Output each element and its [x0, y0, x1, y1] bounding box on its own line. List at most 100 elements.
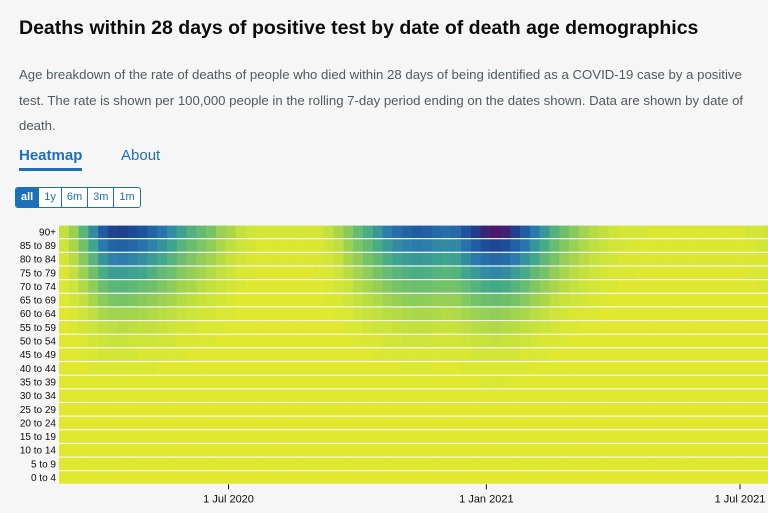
heatmap-cell: [647, 416, 658, 430]
heatmap-cell: [480, 389, 492, 402]
range-6m-button[interactable]: 6m: [61, 188, 89, 207]
heatmap-cell: [255, 307, 266, 320]
heatmap-cell: [392, 280, 403, 293]
tab-heatmap[interactable]: Heatmap: [19, 147, 83, 171]
heatmap-cell: [598, 225, 609, 239]
range-1m-button[interactable]: 1m: [114, 188, 140, 207]
range-1y-button[interactable]: 1y: [39, 188, 62, 207]
heatmap-cell: [510, 389, 521, 402]
heatmap-cell: [441, 362, 452, 375]
heatmap-cell: [147, 457, 158, 471]
heatmap-cell: [343, 444, 354, 457]
heatmap-cell: [333, 416, 345, 430]
heatmap-cell: [147, 252, 158, 266]
heatmap-cell: [372, 362, 384, 375]
heatmap-cell: [500, 375, 511, 389]
heatmap-cell: [108, 416, 119, 430]
heatmap-cell: [657, 416, 668, 430]
heatmap-cell: [255, 334, 266, 348]
heatmap-cell: [392, 416, 403, 430]
range-3m-button[interactable]: 3m: [88, 188, 115, 207]
heatmap-cell: [314, 403, 325, 416]
heatmap-cell: [578, 389, 590, 402]
heatmap-cell: [255, 389, 266, 402]
heatmap-cell: [755, 416, 766, 430]
heatmap-cell: [559, 457, 570, 471]
heatmap-cell: [696, 239, 707, 252]
heatmap-cell: [196, 471, 207, 484]
heatmap-cell: [147, 334, 158, 348]
heatmap-cell: [323, 471, 335, 484]
heatmap-cell: [421, 280, 433, 293]
heatmap-cell: [480, 266, 492, 279]
heatmap-cell: [343, 403, 354, 416]
heatmap-cell: [108, 403, 119, 416]
heatmap-cell: [235, 307, 246, 320]
heatmap-cell: [127, 266, 139, 279]
heatmap-cell: [716, 444, 727, 457]
heatmap-cell: [294, 321, 305, 334]
heatmap-cell: [206, 457, 217, 471]
heatmap-cell: [206, 416, 217, 430]
heatmap-cell: [245, 403, 256, 416]
heatmap-cell: [539, 334, 551, 348]
heatmap-cell: [539, 321, 551, 334]
heatmap-cell: [618, 252, 629, 266]
heatmap-cell: [108, 239, 119, 252]
heatmap-cell: [255, 252, 266, 266]
heatmap-row: [59, 430, 768, 443]
heatmap-cell: [137, 225, 148, 239]
heatmap-cell: [706, 430, 717, 443]
heatmap-cell: [127, 471, 139, 484]
heatmap-cell: [186, 266, 197, 279]
heatmap-cell: [480, 403, 492, 416]
heatmap-cell: [314, 334, 325, 348]
heatmap-cell: [706, 239, 717, 252]
range-all-button[interactable]: all: [16, 188, 40, 207]
heatmap-cell: [363, 430, 374, 443]
heatmap-cell: [696, 266, 707, 279]
heatmap-cell: [706, 266, 717, 279]
tab-about[interactable]: About: [121, 147, 161, 164]
heatmap-cell: [667, 293, 678, 307]
heatmap-cell: [539, 430, 551, 443]
heatmap-cell: [608, 307, 619, 320]
heatmap-cell: [196, 239, 207, 252]
heatmap-cell: [618, 444, 629, 457]
heatmap-cell: [333, 444, 345, 457]
heatmap-cell: [490, 266, 501, 279]
heatmap-cell: [578, 225, 590, 239]
heatmap-cell: [549, 430, 560, 443]
heatmap-cell: [519, 416, 531, 430]
heatmap-cell: [186, 375, 197, 389]
heatmap-cell: [598, 471, 609, 484]
heatmap-cell: [304, 348, 315, 361]
heatmap-cell: [382, 430, 394, 443]
heatmap-cell: [686, 225, 698, 239]
heatmap-cell: [627, 362, 639, 375]
age-group-label: 65 to 69: [20, 296, 57, 307]
heatmap-cell: [519, 457, 531, 471]
heatmap-cell: [215, 471, 227, 484]
heatmap-cell: [441, 430, 452, 443]
heatmap-cell: [549, 389, 560, 402]
heatmap-cell: [157, 471, 168, 484]
heatmap-cell: [59, 239, 70, 252]
heatmap-cell: [451, 280, 462, 293]
heatmap-cell: [343, 389, 354, 402]
heatmap-cell: [588, 457, 600, 471]
heatmap-cell: [323, 348, 335, 361]
heatmap-cell: [343, 457, 354, 471]
heatmap-cell: [127, 348, 139, 361]
heatmap-cell: [578, 252, 590, 266]
heatmap-cell: [735, 348, 747, 361]
heatmap-cell: [451, 471, 462, 484]
heatmap-cell: [264, 348, 276, 361]
heatmap-cell: [412, 348, 423, 361]
heatmap-cell: [618, 375, 629, 389]
heatmap-cell: [98, 266, 109, 279]
heatmap-cell: [372, 321, 384, 334]
heatmap-cell: [510, 321, 521, 334]
heatmap-cell: [490, 252, 501, 266]
heatmap-cell: [676, 334, 688, 348]
